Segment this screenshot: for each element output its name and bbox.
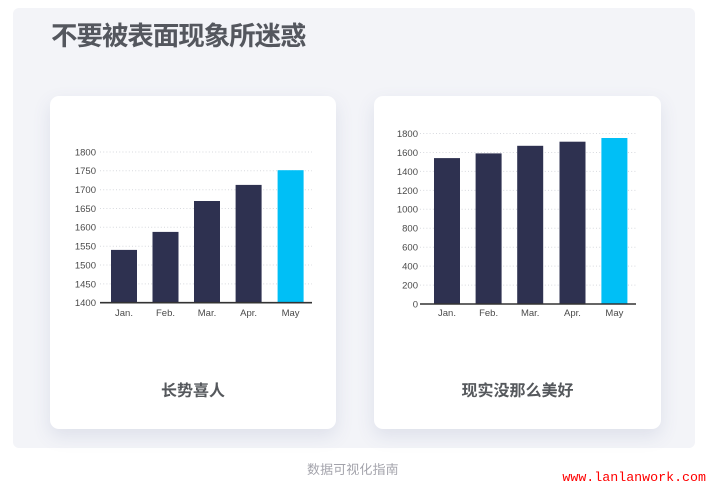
svg-text:1200: 1200: [397, 186, 418, 197]
svg-text:1800: 1800: [75, 147, 96, 158]
svg-text:1500: 1500: [75, 260, 96, 271]
svg-text:Jan.: Jan.: [438, 308, 456, 319]
svg-text:Apr.: Apr.: [564, 308, 581, 319]
svg-text:Mar.: Mar.: [521, 308, 539, 319]
svg-text:Feb.: Feb.: [156, 308, 175, 319]
svg-text:200: 200: [402, 281, 418, 292]
svg-text:800: 800: [402, 224, 418, 235]
svg-text:1450: 1450: [75, 279, 96, 290]
svg-text:1000: 1000: [397, 205, 418, 216]
svg-text:1650: 1650: [75, 204, 96, 215]
svg-text:Apr.: Apr.: [240, 308, 257, 319]
svg-text:600: 600: [402, 243, 418, 254]
svg-text:1400: 1400: [397, 167, 418, 178]
svg-text:0: 0: [413, 299, 418, 310]
svg-text:1600: 1600: [75, 223, 96, 234]
svg-text:1550: 1550: [75, 242, 96, 253]
svg-text:Jan.: Jan.: [115, 308, 133, 319]
svg-text:400: 400: [402, 262, 418, 273]
svg-text:May: May: [605, 308, 623, 319]
svg-text:1800: 1800: [397, 129, 418, 140]
svg-text:1400: 1400: [75, 298, 96, 309]
svg-text:Feb.: Feb.: [479, 308, 498, 319]
svg-text:May: May: [282, 308, 300, 319]
svg-text:1700: 1700: [75, 185, 96, 196]
svg-text:1750: 1750: [75, 166, 96, 177]
svg-text:Mar.: Mar.: [198, 308, 216, 319]
svg-text:1600: 1600: [397, 148, 418, 159]
